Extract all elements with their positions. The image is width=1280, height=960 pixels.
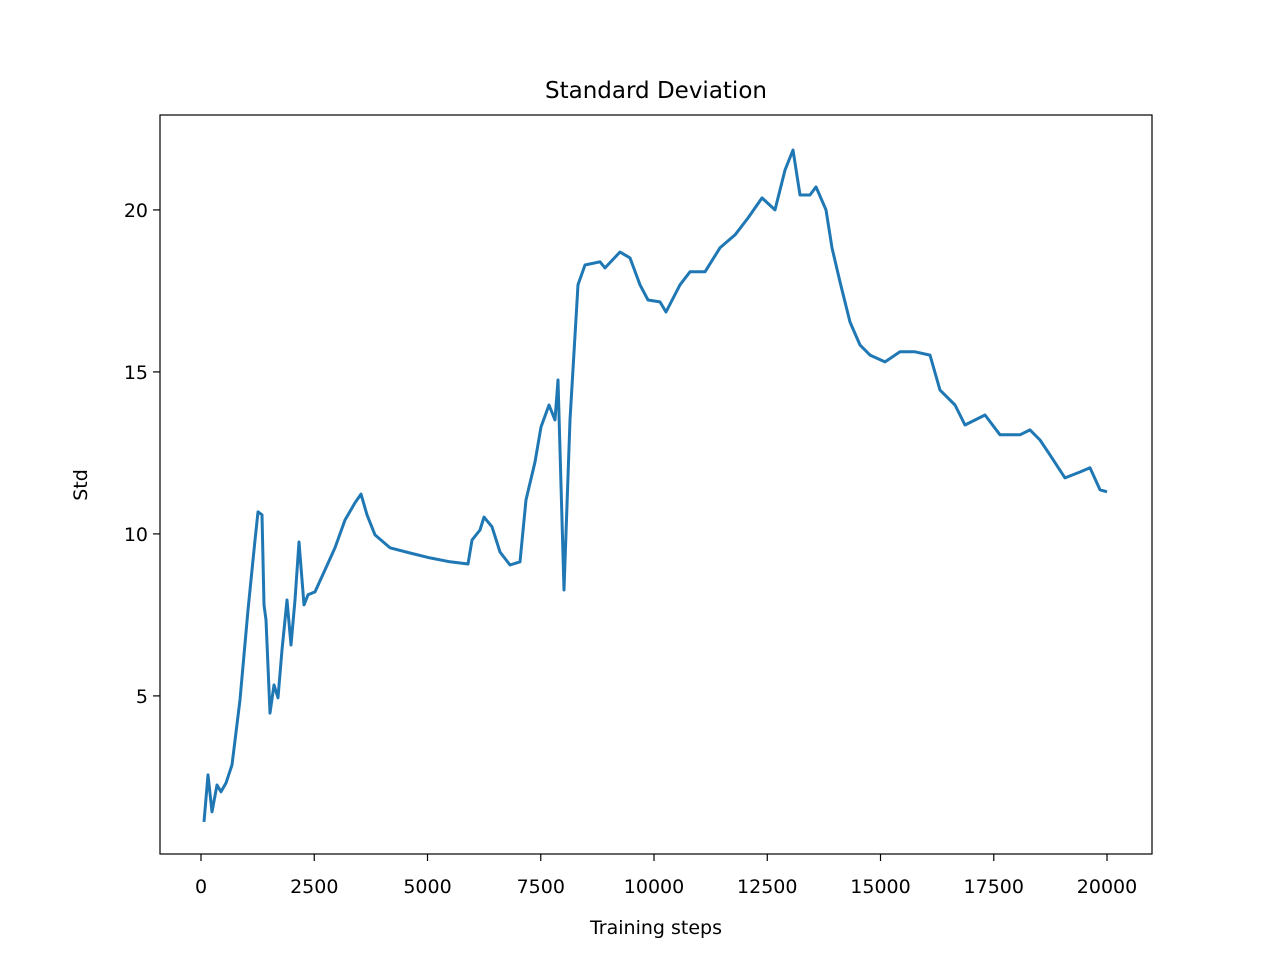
y-axis-label: Std [70, 469, 92, 501]
x-tick-label: 5000 [403, 876, 451, 898]
x-tick-label: 2500 [290, 876, 338, 898]
y-tick-label: 10 [124, 524, 148, 546]
plot-frame [159, 114, 1153, 855]
x-tick-label: 7500 [517, 876, 565, 898]
y-tick-label: 15 [124, 362, 148, 384]
x-tick-label: 15000 [850, 876, 910, 898]
x-tick-label: 20000 [1077, 876, 1137, 898]
y-tick-label: 5 [136, 686, 148, 708]
x-tick-label: 10000 [624, 876, 684, 898]
x-tick-label: 17500 [964, 876, 1024, 898]
y-tick-label: 20 [124, 200, 148, 222]
x-tick-label: 12500 [737, 876, 797, 898]
data-line [202, 148, 1108, 823]
chart-title: Standard Deviation [545, 78, 767, 104]
x-axis-label: Training steps [589, 917, 722, 939]
x-tick-label: 0 [195, 876, 207, 898]
